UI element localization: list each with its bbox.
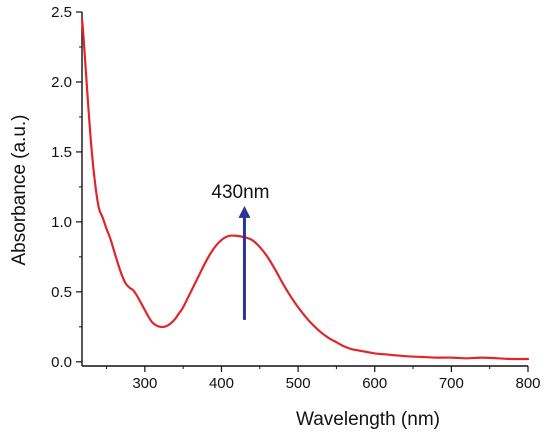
y-tick-label: 0.5 bbox=[51, 284, 72, 301]
x-axis-title: Wavelength (nm) bbox=[296, 409, 440, 430]
x-tick-label: 700 bbox=[439, 375, 464, 392]
peak-arrow-head bbox=[238, 205, 251, 218]
y-tick-label: 2.5 bbox=[51, 4, 72, 21]
x-tick-label: 600 bbox=[362, 375, 387, 392]
annotation-layer: 430nm bbox=[211, 182, 270, 320]
x-tick-label: 300 bbox=[132, 375, 157, 392]
x-tick-label: 400 bbox=[209, 375, 234, 392]
y-tick-label: 0.0 bbox=[51, 354, 72, 371]
x-axis-ticks: 300 400 500 600 700 800 bbox=[106, 366, 541, 392]
x-tick-label: 800 bbox=[515, 375, 540, 392]
y-axis-ticks: 0.0 0.5 1.0 1.5 2.0 2.5 bbox=[51, 4, 82, 371]
y-axis-title: Absorbance (a.u.) bbox=[9, 114, 30, 265]
y-tick-label: 1.5 bbox=[51, 144, 72, 161]
y-tick-label: 1.0 bbox=[51, 214, 72, 231]
peak-annotation-label: 430nm bbox=[211, 182, 269, 203]
series-line-0 bbox=[80, 17, 530, 361]
y-tick-label: 2.0 bbox=[51, 74, 72, 91]
series-layer bbox=[80, 17, 530, 361]
plot-frame bbox=[81, 12, 528, 367]
x-tick-label: 500 bbox=[286, 375, 311, 392]
